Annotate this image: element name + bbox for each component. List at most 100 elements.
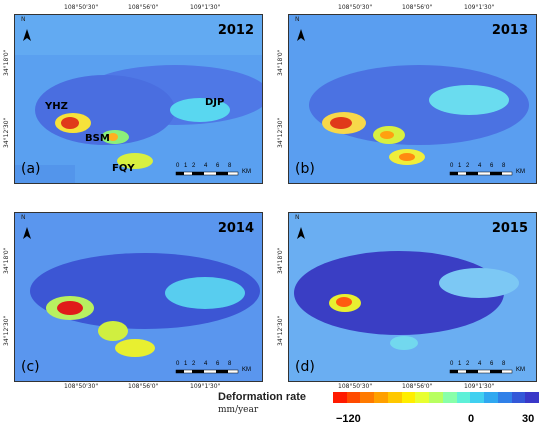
scale-bar: 0 1 2 4 6 8 KM — [174, 163, 258, 179]
north-label: N — [295, 214, 300, 221]
panel-year: 2012 — [217, 23, 254, 38]
legend-swatch — [442, 392, 457, 403]
legend-swatch — [401, 392, 416, 403]
lon-tick: 108°56'0" — [128, 383, 159, 390]
legend-swatch — [511, 392, 526, 403]
lon-tick: 109°1'30" — [190, 4, 221, 11]
site-label: DJP — [205, 97, 225, 108]
panel-label: (b) — [295, 161, 315, 177]
site-label: BSM — [85, 133, 110, 144]
legend-swatch — [415, 392, 430, 403]
scale-tick: 2 — [192, 163, 196, 169]
panel-year: 2013 — [491, 23, 528, 38]
scale-tick: 1 — [458, 163, 462, 169]
lon-tick: 108°56'0" — [128, 4, 159, 11]
map-panel-2013: N 2013 (b) 0 1 2 4 6 8 KM — [288, 14, 537, 184]
scale-tick: 8 — [502, 361, 506, 367]
legend-title: Deformation rate — [218, 391, 307, 403]
panel-label: (d) — [295, 359, 315, 375]
lat-tick: 34°18'0" — [3, 49, 10, 77]
scale-tick: 4 — [478, 361, 482, 367]
legend-swatch — [456, 392, 471, 403]
north-label: N — [21, 214, 26, 221]
scale-tick: 6 — [216, 163, 220, 169]
scale-unit: KM — [242, 169, 251, 175]
scale-tick: 8 — [228, 361, 232, 367]
panel-year: 2015 — [491, 221, 528, 236]
lon-tick: 109°1'30" — [464, 383, 495, 390]
scale-tick: 4 — [204, 163, 208, 169]
lon-tick: 108°50'30" — [338, 4, 373, 11]
legend-swatch — [484, 392, 498, 403]
legend-swatch — [470, 392, 485, 403]
scale-tick: 6 — [216, 361, 220, 367]
north-arrow-icon — [295, 21, 307, 43]
legend-unit: mm/year — [218, 405, 259, 415]
panel-label: (a) — [21, 161, 41, 177]
legend-swatch — [374, 392, 388, 403]
scale-unit: KM — [516, 169, 525, 175]
lon-tick: 108°50'30" — [338, 383, 373, 390]
lat-tick: 34°12'30" — [3, 117, 10, 148]
legend-zero: 0 — [468, 413, 475, 425]
lon-tick: 108°50'30" — [64, 383, 99, 390]
scale-tick: 1 — [184, 163, 188, 169]
scale-tick: 8 — [502, 163, 506, 169]
scale-tick: 6 — [490, 163, 494, 169]
lat-tick: 34°12'30" — [3, 315, 10, 346]
scale-unit: KM — [516, 367, 525, 373]
north-arrow-icon — [21, 21, 33, 43]
panel-label: (c) — [21, 359, 40, 375]
legend-color-bar — [333, 392, 540, 403]
scale-tick: 1 — [458, 361, 462, 367]
lon-tick: 109°1'30" — [190, 383, 221, 390]
scale-tick: 8 — [228, 163, 232, 169]
scale-tick: 2 — [466, 163, 470, 169]
lat-tick: 34°12'30" — [277, 117, 284, 148]
lat-tick: 34°12'30" — [277, 315, 284, 346]
north-label: N — [21, 16, 26, 23]
scale-tick: 4 — [478, 163, 482, 169]
legend-min: −120 — [336, 413, 361, 425]
site-label: YHZ — [45, 101, 68, 112]
scale-bar: 0 1 2 4 6 8 KM — [448, 361, 532, 377]
map-panel-2012: N 2012 (a) YHZ BSM FQY DJP 0 1 2 4 6 8 KM — [14, 14, 263, 184]
lon-tick: 108°56'0" — [402, 4, 433, 11]
scale-tick: 0 — [450, 361, 454, 367]
lon-tick: 108°56'0" — [402, 383, 433, 390]
deformation-map-2015 — [289, 213, 536, 381]
scale-tick: 0 — [450, 163, 454, 169]
north-arrow-icon — [295, 219, 307, 241]
legend-swatch — [429, 392, 443, 403]
legend-swatch — [333, 392, 347, 403]
lon-tick: 109°1'30" — [464, 4, 495, 11]
deformation-map-2014 — [15, 213, 262, 381]
scale-tick: 0 — [176, 163, 180, 169]
scale-tick: 2 — [466, 361, 470, 367]
legend-swatch — [346, 392, 361, 403]
lon-tick: 108°50'30" — [64, 4, 99, 11]
deformation-map-2012 — [15, 15, 262, 183]
legend-max: 30 — [522, 413, 535, 425]
site-label: FQY — [112, 163, 135, 174]
panel-year: 2014 — [217, 221, 254, 236]
legend-swatch — [525, 392, 540, 403]
legend-swatch — [497, 392, 512, 403]
scale-unit: KM — [242, 367, 251, 373]
lat-tick: 34°18'0" — [3, 247, 10, 275]
north-arrow-icon — [21, 219, 33, 241]
lat-tick: 34°18'0" — [277, 49, 284, 77]
scale-tick: 4 — [204, 361, 208, 367]
map-panel-2014: N 2014 (c) 0 1 2 4 6 8 KM — [14, 212, 263, 382]
scale-tick: 1 — [184, 361, 188, 367]
scale-tick: 0 — [176, 361, 180, 367]
legend-swatch — [360, 392, 375, 403]
legend-swatch — [387, 392, 402, 403]
scale-tick: 6 — [490, 361, 494, 367]
scale-bar: 0 1 2 4 6 8 KM — [174, 361, 258, 377]
scale-bar: 0 1 2 4 6 8 KM — [448, 163, 532, 179]
north-label: N — [295, 16, 300, 23]
deformation-map-2013 — [289, 15, 536, 183]
map-panel-2015: N 2015 (d) 0 1 2 4 6 8 KM — [288, 212, 537, 382]
lat-tick: 34°18'0" — [277, 247, 284, 275]
